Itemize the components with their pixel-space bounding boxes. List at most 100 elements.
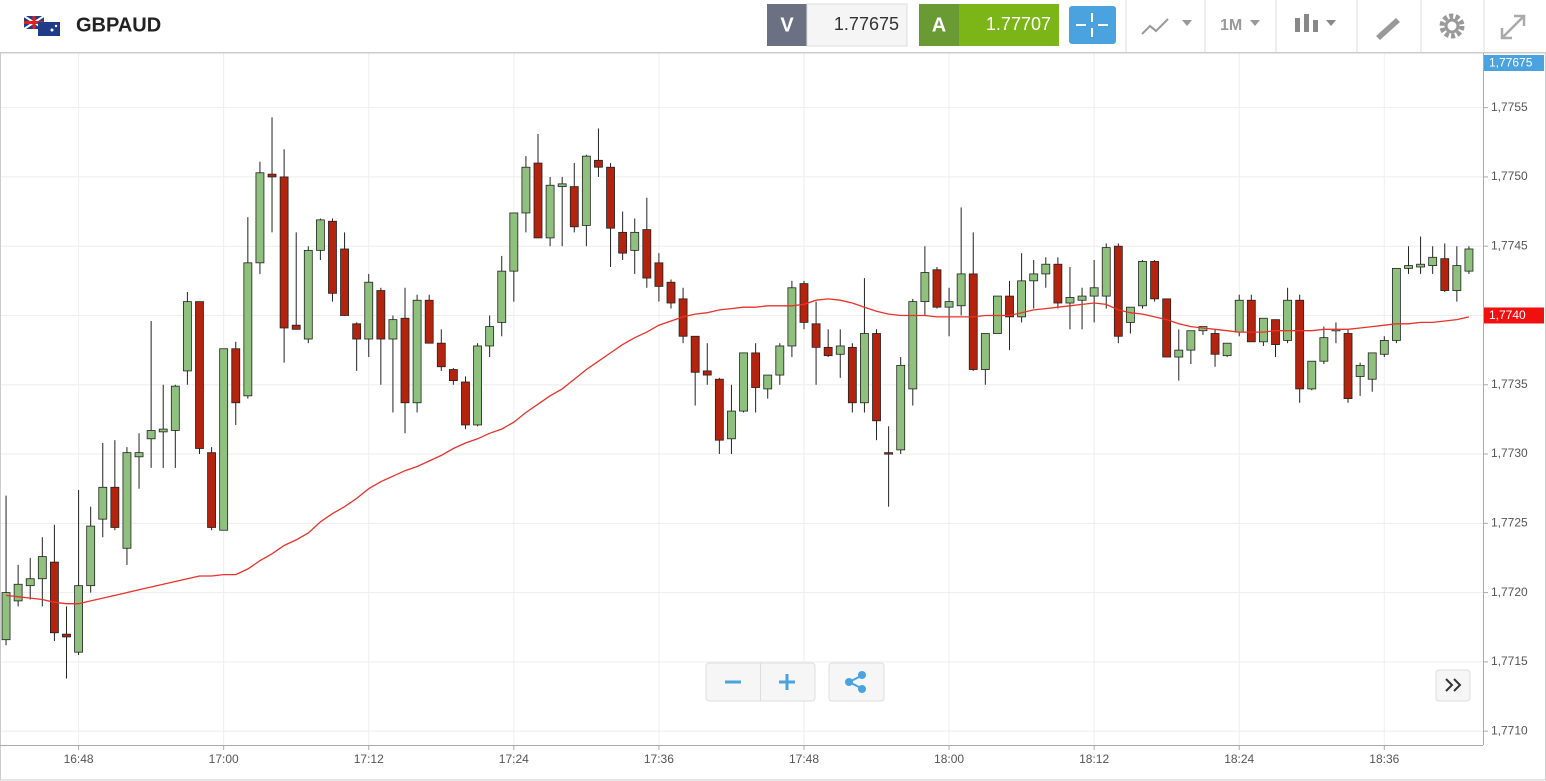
zoom-controls: [705, 662, 1471, 702]
candle-body: [207, 452, 216, 528]
buy-label-bg: [919, 4, 959, 46]
crosshair-button[interactable]: [1069, 6, 1116, 44]
candle-body: [1234, 299, 1244, 333]
candle-body: [1089, 287, 1099, 297]
candle-body: [932, 269, 942, 308]
zoom-in[interactable]: [779, 674, 795, 690]
price-badge-label: 1,7740: [1489, 308, 1526, 322]
candle-body: [993, 295, 1002, 334]
draw-button[interactable]: [1376, 18, 1400, 40]
candle-body: [557, 183, 567, 188]
timeframe-button[interactable]: 1M: [1220, 17, 1242, 34]
candle-body: [267, 173, 277, 178]
y-tick-label: 1,7715: [1491, 654, 1528, 668]
candle-body: [134, 452, 144, 458]
candle-body: [714, 378, 724, 441]
candle-body: [37, 556, 47, 580]
candle-body: [581, 155, 591, 226]
candle-body: [956, 273, 966, 307]
candle-body: [1416, 263, 1425, 268]
y-tick-label: 1,7720: [1491, 585, 1528, 599]
candle-body: [1355, 364, 1365, 377]
price-badge: [1484, 55, 1544, 71]
sell-price: 1.77675: [834, 14, 899, 34]
candle-body: [727, 410, 736, 440]
y-tick-label: 1,7725: [1491, 515, 1528, 529]
buy-button[interactable]: A 1.77707: [919, 4, 1059, 46]
candle-body: [1138, 261, 1147, 307]
share-button[interactable]: [828, 662, 885, 702]
candle-body: [74, 585, 83, 653]
candle-body: [1113, 245, 1123, 337]
candle-body: [1271, 319, 1280, 345]
candle-body: [1440, 258, 1450, 291]
candle-body: [1222, 342, 1232, 357]
sell-label-bg: [767, 4, 807, 46]
candle-body: [170, 385, 180, 431]
x-tick-label: 17:36: [644, 752, 674, 766]
candle-body: [1162, 298, 1172, 358]
candle-body: [847, 346, 857, 404]
candle-body: [1017, 280, 1027, 318]
candle-body: [352, 323, 362, 340]
candle-body: [702, 370, 712, 376]
toolbar: GBPAUD V 1.77675 A 1.77707 1M: [0, 0, 1546, 53]
candle-body: [219, 348, 229, 531]
candle-body: [630, 231, 640, 251]
candle-body: [1077, 295, 1087, 301]
x-tick-label: 18:12: [1079, 752, 1109, 766]
candle-body: [1343, 333, 1353, 400]
moving-average: [5, 298, 1470, 605]
candle-body: [521, 166, 531, 214]
candle-body: [618, 231, 628, 254]
candle-body: [1029, 273, 1039, 282]
candle-body: [569, 186, 579, 228]
x-tick-label: 17:00: [209, 752, 239, 766]
candle-body: [1065, 297, 1075, 304]
candle-body: [968, 273, 978, 370]
candle-body: [110, 486, 120, 528]
candle-body: [25, 578, 35, 587]
candle-body: [1464, 248, 1474, 272]
candle-body: [62, 633, 71, 638]
candle-body: [872, 333, 881, 422]
chart-type-button[interactable]: [1295, 14, 1336, 32]
candle-body: [509, 212, 519, 272]
candle-body: [195, 301, 204, 449]
candle-body: [835, 345, 845, 355]
sell-button[interactable]: V 1.77675: [767, 3, 908, 47]
separators: [1125, 0, 1485, 52]
buy-price: 1.77707: [986, 14, 1051, 34]
candle-body: [13, 583, 23, 602]
candle-body: [158, 428, 168, 433]
candle-body: [86, 525, 96, 587]
candle-body: [243, 262, 253, 397]
candle-body: [448, 369, 458, 382]
candle-body: [606, 166, 615, 229]
flag-icon: [23, 15, 60, 36]
candle-body: [1041, 263, 1051, 275]
indicator-button[interactable]: [1141, 18, 1192, 35]
candle-body: [1319, 337, 1329, 362]
candle-body: [1186, 330, 1196, 351]
candle-body: [533, 162, 543, 239]
candle-body: [146, 430, 156, 440]
candle-body: [860, 333, 869, 404]
scroll-right-button[interactable]: [1435, 669, 1471, 702]
settings-button[interactable]: [1439, 13, 1465, 39]
candle-body: [1283, 299, 1292, 341]
candle-body: [884, 452, 894, 455]
candle-body: [690, 335, 700, 373]
candle-body: [485, 326, 495, 347]
candle-body: [1126, 306, 1135, 323]
x-tick-label: 17:48: [789, 752, 819, 766]
fullscreen-button[interactable]: [1500, 14, 1526, 40]
price-badge: [1484, 307, 1544, 324]
candle-body: [364, 281, 374, 340]
candle-body: [1005, 295, 1014, 318]
candle-body: [980, 333, 990, 370]
y-tick-label: 1,7735: [1491, 377, 1528, 391]
candle-body: [1246, 299, 1256, 343]
y-tick-label: 1,7755: [1491, 100, 1528, 114]
